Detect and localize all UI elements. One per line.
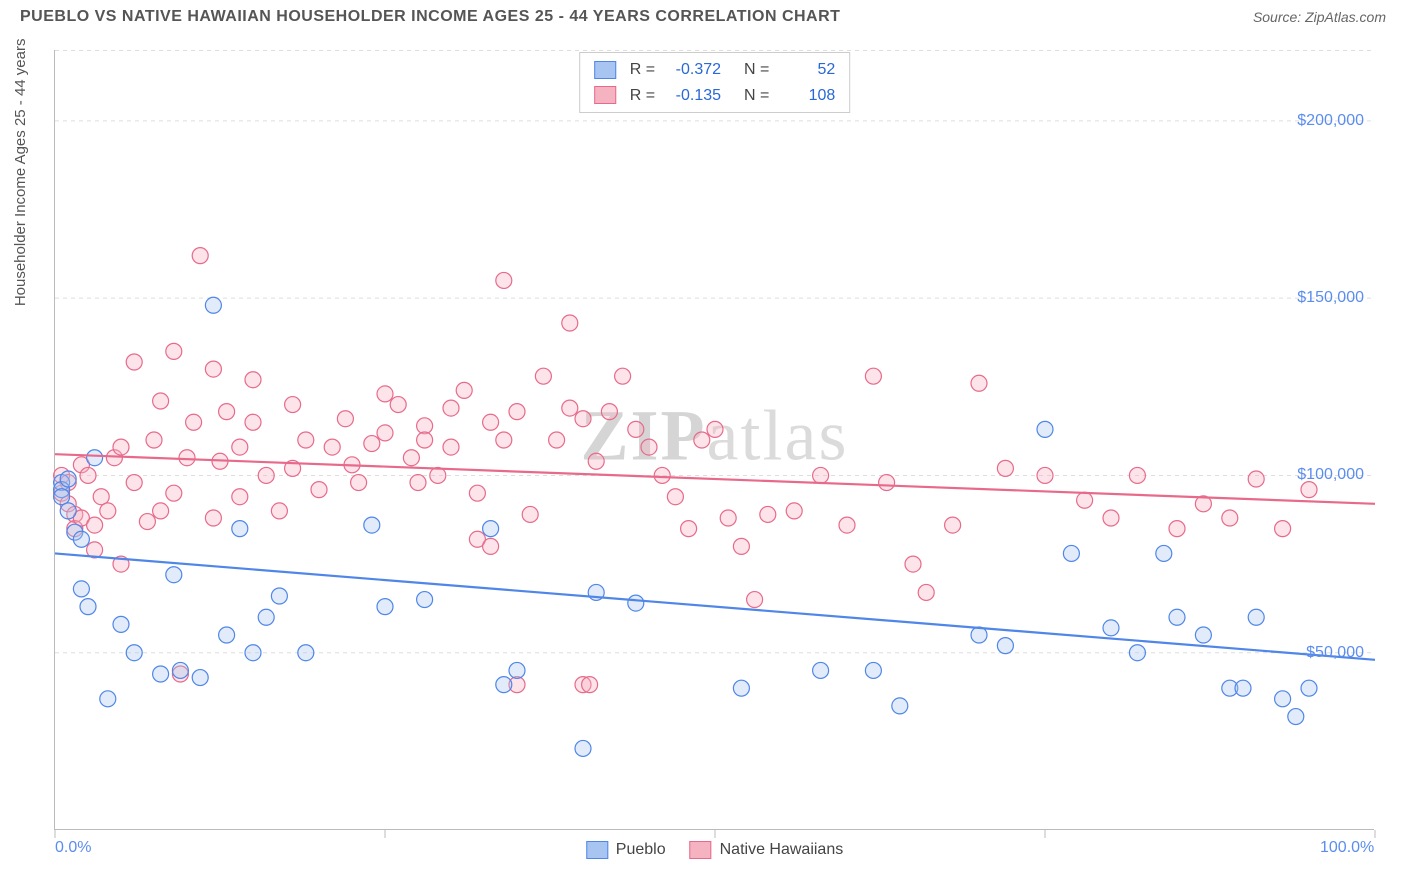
legend-item-pueblo: Pueblo — [586, 841, 666, 859]
correlation-legend: R = -0.372 N = 52 R = -0.135 N = 108 — [579, 52, 851, 113]
scatter-svg — [55, 50, 1374, 829]
swatch-pueblo-icon — [586, 841, 608, 859]
chart-title: PUEBLO VS NATIVE HAWAIIAN HOUSEHOLDER IN… — [20, 8, 840, 26]
swatch-hawaiian-icon — [690, 841, 712, 859]
y-axis-title: Householder Income Ages 25 - 44 years — [12, 39, 29, 307]
r-label: R = — [630, 83, 655, 109]
swatch-hawaiian — [594, 86, 616, 104]
n-label: N = — [735, 83, 769, 109]
y-tick-label: $150,000 — [1297, 289, 1364, 307]
series-legend: Pueblo Native Hawaiians — [586, 841, 843, 859]
y-tick-label: $200,000 — [1297, 112, 1364, 130]
legend-item-hawaiian: Native Hawaiians — [690, 841, 844, 859]
r-value-hawaiian: -0.135 — [665, 83, 721, 109]
y-tick-label: $100,000 — [1297, 466, 1364, 484]
legend-label-pueblo: Pueblo — [616, 841, 666, 859]
x-tick-label: 0.0% — [55, 839, 91, 857]
legend-row-hawaiian: R = -0.135 N = 108 — [594, 83, 836, 109]
swatch-pueblo — [594, 61, 616, 79]
chart-plot-area: ZIPatlas R = -0.372 N = 52 R = -0.135 N … — [54, 50, 1374, 830]
legend-row-pueblo: R = -0.372 N = 52 — [594, 57, 836, 83]
r-value-pueblo: -0.372 — [665, 57, 721, 83]
r-label: R = — [630, 57, 655, 83]
legend-label-hawaiian: Native Hawaiians — [720, 841, 844, 859]
source-label: Source: ZipAtlas.com — [1253, 9, 1386, 25]
x-tick-label: 100.0% — [1320, 839, 1374, 857]
n-value-pueblo: 52 — [779, 57, 835, 83]
n-label: N = — [735, 57, 769, 83]
y-tick-label: $50,000 — [1306, 644, 1364, 662]
n-value-hawaiian: 108 — [779, 83, 835, 109]
